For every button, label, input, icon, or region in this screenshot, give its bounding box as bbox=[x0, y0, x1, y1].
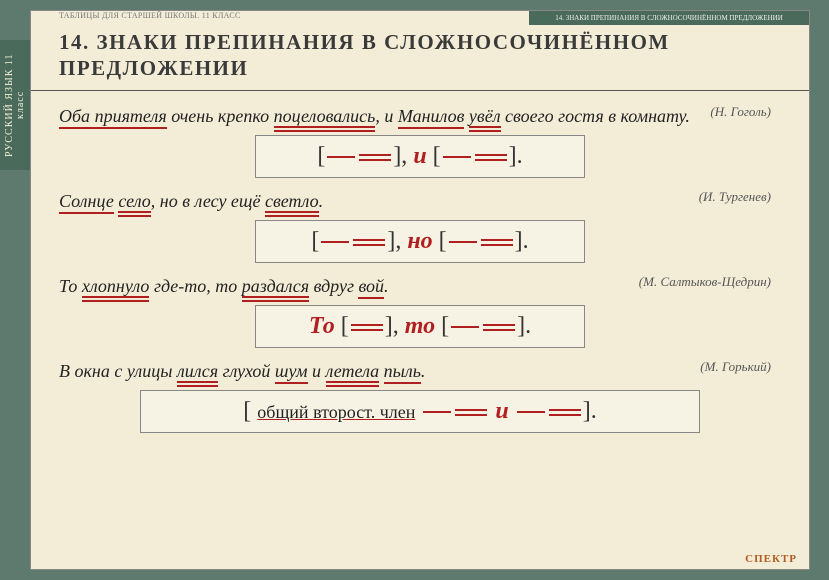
sentence: То хлопнуло где-то, то раздался вдруг во… bbox=[59, 273, 781, 299]
schema-box: То [], то []. bbox=[255, 305, 585, 348]
author-citation: (И. Тургенев) bbox=[699, 188, 771, 207]
footer: СПЕКТР bbox=[745, 553, 797, 565]
publisher-logo: СПЕКТР bbox=[745, 553, 797, 565]
author-citation: (М. Горький) bbox=[700, 358, 771, 377]
sentence: В окна с улицы лился глухой шум и летела… bbox=[59, 358, 781, 384]
schema-box: [ общий второст. член и ]. bbox=[140, 390, 700, 433]
example-3: То хлопнуло где-то, то раздался вдруг во… bbox=[59, 273, 781, 348]
sentence: Солнце село, но в лесу ещё светло.(И. Ту… bbox=[59, 188, 781, 214]
header-bar: ТАБЛИЦЫ ДЛЯ СТАРШЕЙ ШКОЛЫ. 11 КЛАСС 14. … bbox=[31, 11, 809, 25]
topic-tag: 14. ЗНАКИ ПРЕПИНАНИЯ В СЛОЖНОСОЧИНЁННОМ … bbox=[529, 11, 809, 25]
example-4: В окна с улицы лился глухой шум и летела… bbox=[59, 358, 781, 433]
author-citation: (М. Салтыков-Щедрин) bbox=[639, 273, 771, 292]
poster-page: ТАБЛИЦЫ ДЛЯ СТАРШЕЙ ШКОЛЫ. 11 КЛАСС 14. … bbox=[30, 10, 810, 570]
sentence: Оба приятеля очень крепко поцеловались, … bbox=[59, 103, 781, 129]
schema-box: [], и []. bbox=[255, 135, 585, 178]
subject-side-tab: РУССКИЙ ЯЗЫК 11 класс bbox=[0, 40, 30, 170]
schema-box: [], но []. bbox=[255, 220, 585, 263]
example-1: Оба приятеля очень крепко поцеловались, … bbox=[59, 103, 781, 178]
title-area: 14. ЗНАКИ ПРЕПИНАНИЯ В СЛОЖНОСОЧИНЁННОМ … bbox=[31, 25, 809, 91]
content-area: Оба приятеля очень крепко поцеловались, … bbox=[31, 91, 809, 433]
example-2: Солнце село, но в лесу ещё светло.(И. Ту… bbox=[59, 188, 781, 263]
series-label: ТАБЛИЦЫ ДЛЯ СТАРШЕЙ ШКОЛЫ. 11 КЛАСС bbox=[31, 11, 529, 25]
author-citation: (Н. Гоголь) bbox=[710, 103, 771, 122]
page-title: 14. ЗНАКИ ПРЕПИНАНИЯ В СЛОЖНОСОЧИНЁННОМ … bbox=[59, 29, 781, 82]
